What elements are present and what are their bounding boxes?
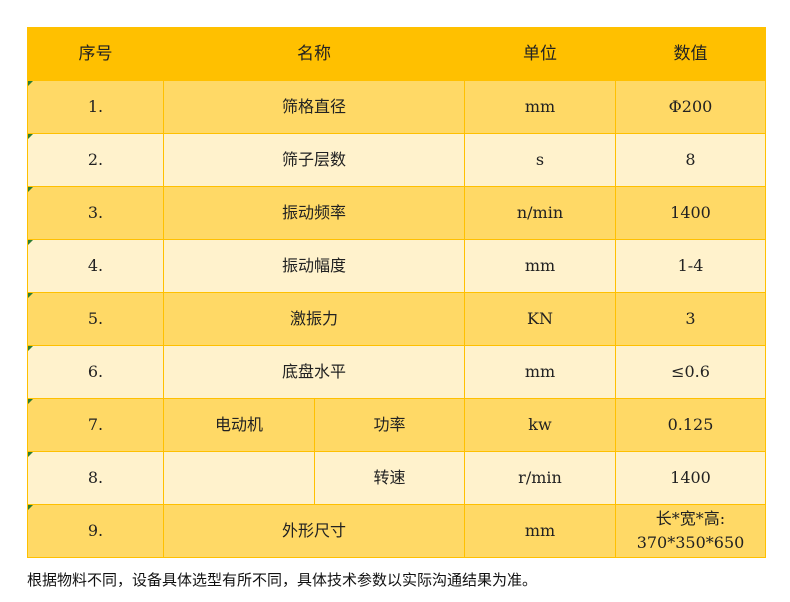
cell-unit: s: [464, 133, 616, 187]
table-header: 序号 名称 单位 数值: [27, 27, 766, 81]
table-row: 1. 筛格直径 mm Φ200: [27, 80, 766, 134]
cell-unit: kw: [464, 398, 616, 452]
cell-value: 1-4: [615, 239, 766, 293]
cell-value: ≤0.6: [615, 345, 766, 399]
cell-unit: mm: [464, 80, 616, 134]
cell-no: 9.: [27, 504, 164, 558]
footnote: 根据物料不同，设备具体选型有所不同，具体技术参数以实际沟通结果为准。: [27, 571, 538, 589]
table-row: 2. 筛子层数 s 8: [27, 133, 766, 187]
cell-value: 长*宽*高: 370*350*650: [615, 504, 766, 558]
table-row: 8. 转速 r/min 1400: [27, 451, 766, 505]
table-row: 5. 激振力 KN 3: [27, 292, 766, 346]
value-line-1: 长*宽*高:: [655, 509, 726, 528]
cell-no: 3.: [27, 186, 164, 240]
cell-value: 0.125: [615, 398, 766, 452]
header-value: 数值: [615, 27, 766, 81]
cell-name: 转速: [314, 451, 465, 505]
cell-name: 振动频率: [163, 186, 465, 240]
cell-value: 1400: [615, 186, 766, 240]
table-row: 6. 底盘水平 mm ≤0.6: [27, 345, 766, 399]
cell-name: 底盘水平: [163, 345, 465, 399]
cell-no: 1.: [27, 80, 164, 134]
table-row: 3. 振动频率 n/min 1400: [27, 186, 766, 240]
cell-name: 振动幅度: [163, 239, 465, 293]
cell-group: [163, 451, 315, 505]
table-row: 9. 外形尺寸 mm 长*宽*高: 370*350*650: [27, 504, 766, 558]
cell-name: 筛子层数: [163, 133, 465, 187]
cell-group: 电动机: [163, 398, 315, 452]
cell-no: 6.: [27, 345, 164, 399]
header-name: 名称: [163, 27, 465, 81]
cell-unit: mm: [464, 239, 616, 293]
cell-no: 7.: [27, 398, 164, 452]
cell-no: 5.: [27, 292, 164, 346]
cell-no: 4.: [27, 239, 164, 293]
cell-value: 8: [615, 133, 766, 187]
cell-no: 8.: [27, 451, 164, 505]
cell-name: 激振力: [163, 292, 465, 346]
header-no: 序号: [27, 27, 164, 81]
cell-unit: mm: [464, 504, 616, 558]
cell-name: 筛格直径: [163, 80, 465, 134]
cell-name: 功率: [314, 398, 465, 452]
cell-unit: KN: [464, 292, 616, 346]
cell-unit: mm: [464, 345, 616, 399]
cell-unit: n/min: [464, 186, 616, 240]
cell-unit: r/min: [464, 451, 616, 505]
cell-value: 3: [615, 292, 766, 346]
cell-value: Φ200: [615, 80, 766, 134]
cell-value: 1400: [615, 451, 766, 505]
table-row: 7. 电动机 功率 kw 0.125: [27, 398, 766, 452]
cell-name: 外形尺寸: [163, 504, 465, 558]
cell-no: 2.: [27, 133, 164, 187]
value-line-2: 370*350*650: [636, 533, 745, 552]
header-unit: 单位: [464, 27, 616, 81]
table-row: 4. 振动幅度 mm 1-4: [27, 239, 766, 293]
spec-table: 序号 名称 单位 数值 1. 筛格直径 mm Φ200 2. 筛子层数 s 8 …: [27, 27, 766, 558]
